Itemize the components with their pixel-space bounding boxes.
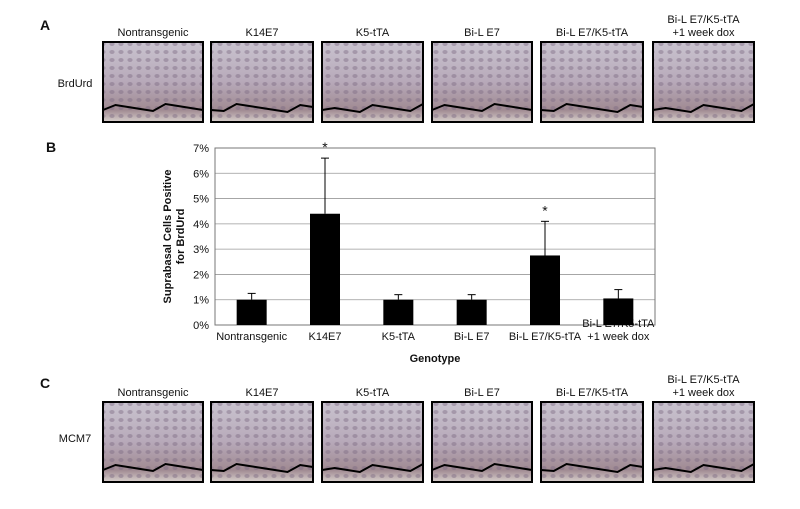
micrograph-frame (540, 41, 644, 123)
bar (236, 299, 267, 325)
y-tick-label: 2% (193, 269, 209, 281)
significance-marker: * (322, 139, 328, 155)
basement-membrane (210, 462, 314, 474)
basement-membrane (102, 462, 204, 473)
x-tick-label: K5-tTA (382, 331, 416, 343)
micrograph-frame (431, 41, 533, 123)
basement-membrane (431, 102, 533, 113)
basement-membrane (321, 103, 424, 114)
basement-membrane (540, 462, 644, 474)
y-tick-label: 4% (193, 219, 209, 231)
x-tick-label: Bi-L E7/K5-tTA (509, 331, 582, 343)
y-tick-label: 1% (193, 295, 209, 307)
x-tick-label: Bi-L E7 (454, 331, 490, 343)
column-label: K14E7 (245, 27, 278, 39)
y-tick-label: 7% (193, 143, 209, 155)
column-label: Nontransgenic (118, 27, 189, 39)
micrograph-frame (102, 401, 204, 483)
micrograph-frame (431, 401, 533, 483)
panel-label: C (40, 375, 50, 391)
row-label: MCM7 (59, 433, 91, 445)
bar (456, 299, 487, 325)
basement-membrane (652, 103, 755, 114)
y-tick-label: 0% (193, 320, 209, 332)
column-label: K5-tTA (356, 387, 390, 399)
column-label: Bi-L E7/K5-tTA (556, 387, 629, 399)
column-label: Bi-L E7 (464, 387, 500, 399)
column-label: Bi-L E7 (464, 27, 500, 39)
bar (603, 298, 634, 325)
column-label: K14E7 (245, 387, 278, 399)
panel-label: B (46, 139, 56, 155)
column-label: Bi-L E7/K5-tTA +1 week dox (667, 14, 740, 39)
x-axis-label: Genotype (410, 353, 461, 365)
micrograph-frame (540, 401, 644, 483)
x-tick-label: K14E7 (308, 331, 341, 343)
y-tick-label: 3% (193, 244, 209, 256)
x-tick-label: Nontransgenic (216, 331, 287, 343)
micrograph-cells (432, 42, 532, 122)
micrograph-frame (210, 401, 314, 483)
y-tick-label: 6% (193, 168, 209, 180)
y-axis-label: Suprabasal Cells Positivefor BrdUrd (162, 170, 187, 304)
column-label: K5-tTA (356, 27, 390, 39)
basement-membrane (540, 102, 644, 114)
micrograph-frame (210, 41, 314, 123)
basement-membrane (102, 102, 204, 113)
micrograph-frame (321, 401, 424, 483)
micrograph-frame (102, 41, 204, 123)
bar (383, 299, 414, 325)
column-label: Nontransgenic (118, 387, 189, 399)
micrograph-frame (321, 41, 424, 123)
bar (530, 255, 560, 325)
micrograph-cells (103, 402, 203, 482)
micrograph-frame (652, 401, 755, 483)
column-label: Bi-L E7/K5-tTA +1 week dox (667, 374, 740, 399)
basement-membrane (431, 462, 533, 473)
bar (310, 213, 340, 325)
micrograph-cells (103, 42, 203, 122)
significance-marker: * (542, 202, 548, 218)
y-tick-label: 5% (193, 194, 209, 206)
basement-membrane (321, 463, 424, 474)
basement-membrane (652, 463, 755, 474)
basement-membrane (210, 102, 314, 114)
column-label: Bi-L E7/K5-tTA (556, 27, 629, 39)
plot-frame (214, 147, 656, 326)
micrograph-frame (652, 41, 755, 123)
row-label: BrdUrd (58, 78, 93, 90)
micrograph-cells (432, 402, 532, 482)
panel-label: A (40, 17, 50, 33)
